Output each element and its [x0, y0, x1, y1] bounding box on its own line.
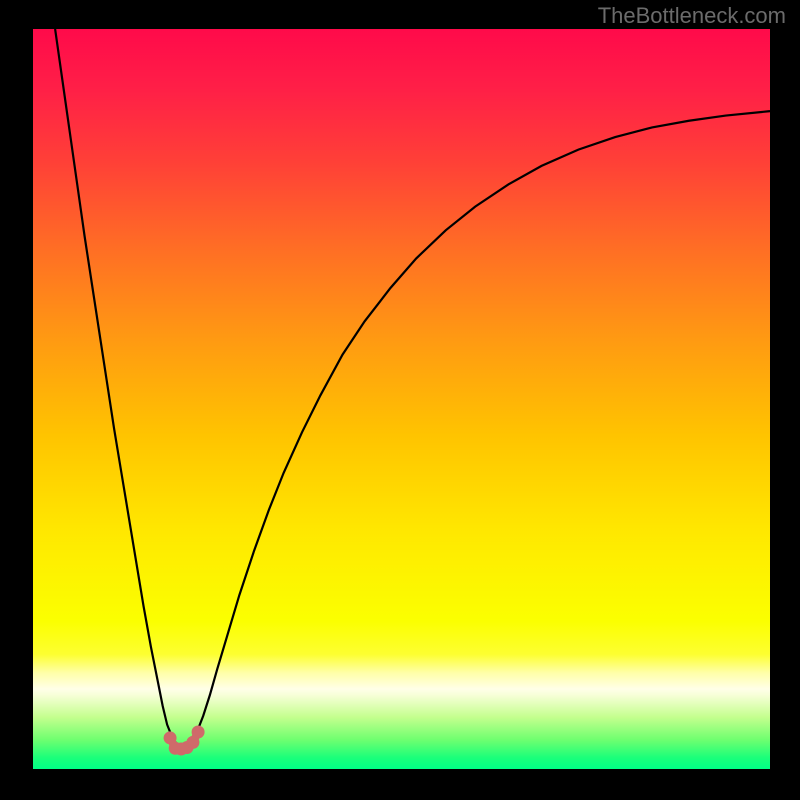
- bottleneck-curve: [55, 29, 770, 747]
- bottleneck-chart: TheBottleneck.com: [0, 0, 800, 800]
- curve-layer: [33, 29, 770, 769]
- valley-marker-dot: [192, 726, 205, 739]
- source-watermark: TheBottleneck.com: [598, 3, 786, 29]
- plot-area: [33, 29, 770, 769]
